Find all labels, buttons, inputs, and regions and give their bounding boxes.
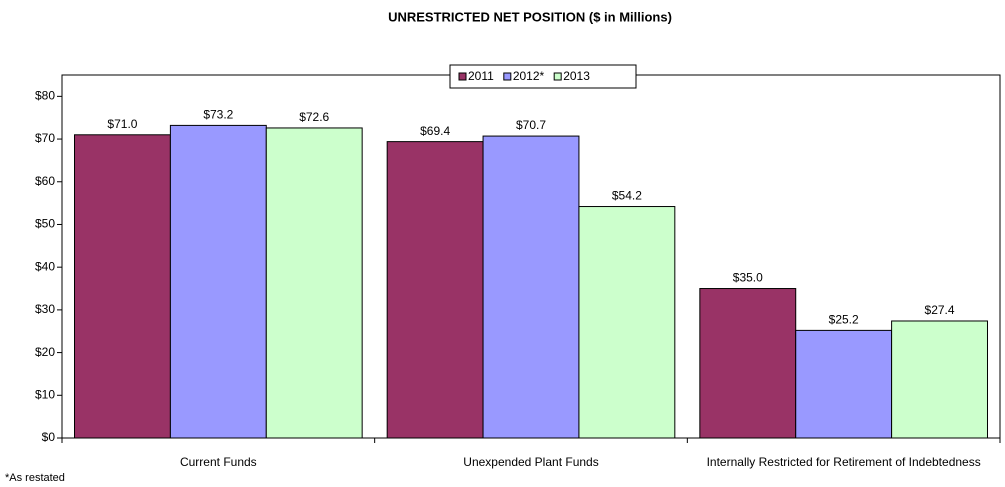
bar — [891, 320, 988, 439]
bar — [74, 134, 171, 439]
y-tick-label: $10 — [35, 387, 55, 401]
legend-swatch — [458, 72, 467, 81]
legend-box — [449, 64, 637, 89]
value-label: $54.2 — [612, 189, 642, 203]
value-label: $71.0 — [107, 117, 137, 131]
y-tick-label: $60 — [35, 174, 55, 188]
bar — [795, 329, 893, 439]
y-tick-label: $20 — [35, 345, 55, 359]
y-tick-label: $30 — [35, 302, 55, 316]
legend-label: 2011 — [468, 69, 494, 83]
y-tick-label: $40 — [35, 259, 55, 273]
bar — [578, 206, 676, 439]
legend: 2011 2012* 2013 — [449, 64, 637, 89]
y-tick-label: $70 — [35, 131, 55, 145]
y-tick-label: $0 — [42, 430, 56, 444]
value-label: $27.4 — [925, 303, 955, 317]
value-label: $25.2 — [829, 313, 859, 327]
value-label: $69.4 — [420, 124, 450, 138]
x-tick-label: Unexpended Plant Funds — [463, 455, 599, 469]
chart-title: UNRESTRICTED NET POSITION ($ in Millions… — [388, 9, 672, 24]
value-label: $73.2 — [203, 108, 233, 122]
bar — [265, 127, 363, 439]
bar — [699, 288, 797, 439]
bar — [482, 135, 580, 439]
x-tick-label: Internally Restricted for Retirement of … — [706, 455, 981, 469]
footnote: *As restated — [5, 472, 65, 484]
y-tick-label: $80 — [35, 89, 55, 103]
x-tick-label: Current Funds — [179, 455, 257, 469]
bar — [386, 141, 484, 439]
value-label: $70.7 — [516, 118, 546, 132]
legend-swatch — [553, 72, 562, 81]
legend-label: 2012* — [513, 69, 545, 83]
legend-swatch — [503, 72, 512, 81]
legend-label: 2013 — [563, 69, 590, 83]
y-tick-label: $50 — [35, 217, 55, 231]
value-label: $72.6 — [299, 110, 329, 124]
bar — [169, 124, 267, 439]
value-label: $35.0 — [733, 271, 763, 285]
